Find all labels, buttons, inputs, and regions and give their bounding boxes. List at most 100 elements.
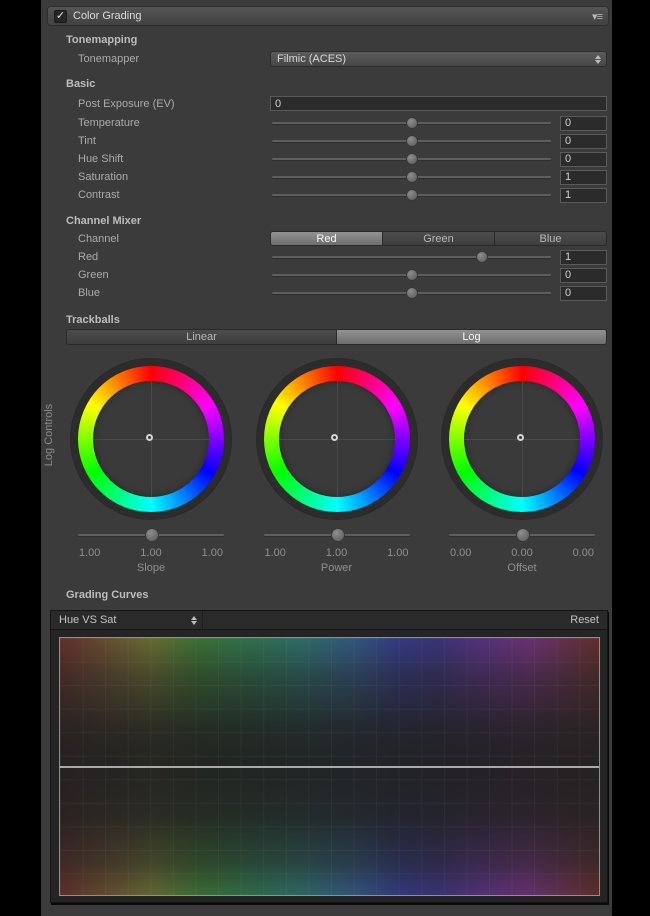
slider-knob	[406, 288, 417, 298]
hue-shift-slider[interactable]	[270, 150, 553, 168]
mixer-blue-row: Blue 0	[41, 284, 612, 302]
temperature-value[interactable]: 0	[560, 115, 607, 131]
offset-values: 0.00 0.00 0.00	[437, 547, 607, 559]
trackball-power: 1.00 1.00 1.00 Power	[252, 359, 422, 574]
power-label: Power	[320, 562, 353, 574]
power-color-wheel[interactable]	[256, 359, 417, 519]
channel-tab-blue[interactable]: Blue	[495, 231, 607, 246]
mixer-red-slider[interactable]	[270, 248, 553, 266]
temperature-label: Temperature	[78, 117, 140, 129]
wheel-center-area	[464, 381, 580, 497]
power-value-b: 1.00	[387, 547, 409, 559]
context-menu-icon[interactable]: ▾≡	[592, 10, 603, 23]
post-exposure-field[interactable]: 0	[270, 96, 607, 111]
slider-knob	[406, 190, 417, 200]
slider-knob	[517, 529, 529, 541]
slider-knob	[331, 529, 344, 541]
post-exposure-label: Post Exposure (EV)	[78, 97, 175, 110]
channel-label: Channel	[78, 232, 119, 245]
dropdown-arrows-icon	[595, 54, 601, 64]
tonemapper-dropdown[interactable]: Filmic (ACES)	[270, 51, 607, 67]
wheel-center-area	[93, 381, 209, 497]
curve-editor-widget: Hue VS Sat Reset	[50, 610, 608, 903]
temperature-row: Temperature 0	[41, 114, 612, 132]
mixer-red-label: Red	[78, 251, 99, 263]
contrast-row: Contrast 1	[41, 186, 612, 204]
offset-luminance-slider[interactable]	[447, 528, 597, 542]
hue-shift-row: Hue Shift 0	[41, 150, 612, 168]
reset-button[interactable]: Reset	[570, 614, 599, 626]
slope-value-b: 1.00	[201, 547, 223, 559]
mixer-blue-label: Blue	[78, 287, 101, 299]
section-title-trackballs: Trackballs	[66, 314, 120, 326]
contrast-value[interactable]: 1	[560, 187, 607, 203]
hue-shift-value[interactable]: 0	[560, 151, 607, 167]
hue-vs-sat-curve[interactable]	[60, 765, 599, 768]
slider-knob	[477, 252, 488, 262]
power-value-g: 1.00	[325, 547, 348, 559]
mixer-green-row: Green 0	[41, 266, 612, 284]
curve-type-dropdown[interactable]: Hue VS Sat	[51, 611, 203, 629]
mixer-blue-value[interactable]: 0	[560, 285, 607, 301]
slider-knob	[406, 172, 417, 182]
slider-knob	[406, 270, 417, 280]
section-title-tonemapping: Tonemapping	[66, 34, 138, 46]
mixer-green-slider[interactable]	[270, 266, 553, 284]
slope-value-r: 1.00	[79, 547, 101, 559]
channel-tab-group: Red Green Blue	[270, 231, 607, 246]
enable-checkbox[interactable]: ✓	[54, 9, 67, 23]
offset-value-g: 0.00	[511, 547, 533, 559]
temperature-slider[interactable]	[270, 114, 553, 132]
trackballs-row: 1.00 1.00 1.00 Slope 1.00 1.00 1.00	[66, 359, 607, 574]
slope-luminance-slider[interactable]	[76, 528, 226, 542]
power-luminance-slider[interactable]	[262, 528, 412, 542]
value-text: 0	[565, 287, 572, 299]
slider-knob	[406, 154, 417, 164]
mode-linear-button[interactable]: Linear	[66, 329, 337, 345]
mixer-green-value[interactable]: 0	[560, 267, 607, 283]
effect-title: Color Grading	[73, 10, 142, 22]
effect-header[interactable]: ✓ Color Grading ▾≡	[48, 7, 608, 25]
offset-value-b: 0.00	[572, 547, 594, 559]
tint-row: Tint 0	[41, 132, 612, 150]
mixer-red-value[interactable]: 1	[560, 249, 607, 265]
mixer-blue-slider[interactable]	[270, 284, 553, 302]
wheel-cursor[interactable]	[145, 433, 153, 441]
contrast-label: Contrast	[78, 189, 120, 201]
value-text: 1	[565, 171, 572, 183]
channel-tab-green[interactable]: Green	[383, 231, 495, 246]
tint-value[interactable]: 0	[560, 133, 607, 149]
tint-slider[interactable]	[270, 132, 553, 150]
offset-color-wheel[interactable]	[442, 359, 602, 519]
mode-log-button[interactable]: Log	[337, 329, 607, 345]
slider-knob	[146, 529, 158, 541]
value-text: 0	[565, 117, 572, 129]
trackball-offset: 0.00 0.00 0.00 Offset	[437, 359, 607, 574]
trackball-slope: 1.00 1.00 1.00 Slope	[66, 359, 236, 574]
value-text: 0	[565, 135, 572, 147]
slope-values: 1.00 1.00 1.00	[66, 547, 236, 559]
slope-value-g: 1.00	[140, 547, 162, 559]
value-text: 1	[565, 189, 572, 201]
log-controls-side-label: Log Controls	[43, 403, 55, 467]
tint-label: Tint	[78, 135, 96, 147]
value-text: 1	[565, 251, 572, 263]
tonemapper-row: Tonemapper Filmic (ACES)	[41, 51, 612, 67]
curve-type-value: Hue VS Sat	[59, 614, 117, 626]
section-title-channel-mixer: Channel Mixer	[66, 215, 142, 227]
trackball-mode-toggle: Linear Log	[66, 329, 607, 345]
slider-knob	[406, 136, 417, 146]
value-text: 0	[565, 153, 572, 165]
contrast-slider[interactable]	[270, 186, 553, 204]
dropdown-arrows-icon	[191, 615, 197, 625]
channel-tab-red[interactable]: Red	[270, 231, 383, 246]
slope-color-wheel[interactable]	[71, 359, 231, 519]
tonemapper-value: Filmic (ACES)	[277, 53, 347, 65]
curve-editor-canvas[interactable]	[59, 637, 600, 896]
wheel-cursor[interactable]	[331, 433, 338, 441]
saturation-slider[interactable]	[270, 168, 553, 186]
saturation-value[interactable]: 1	[560, 169, 607, 185]
power-value-r: 1.00	[264, 547, 286, 559]
mixer-green-label: Green	[78, 269, 109, 281]
wheel-cursor[interactable]	[516, 433, 524, 441]
